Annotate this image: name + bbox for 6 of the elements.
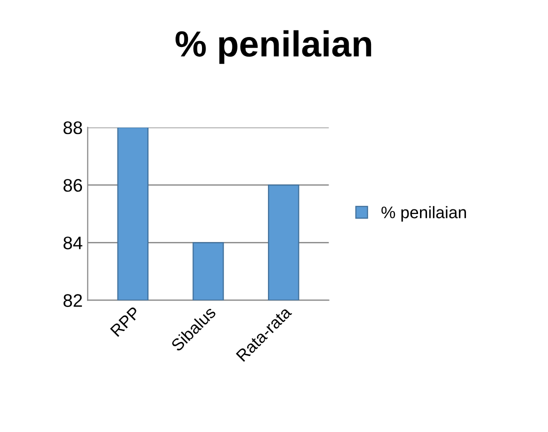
y-tick-label: 84 — [64, 236, 82, 250]
legend-label: % penilaian — [381, 206, 466, 222]
y-tick-label: 88 — [64, 121, 82, 134]
y-tick-label: 82 — [64, 294, 82, 307]
y-tick-label: 86 — [64, 178, 82, 192]
chart-title: % penilaian — [176, 30, 372, 64]
